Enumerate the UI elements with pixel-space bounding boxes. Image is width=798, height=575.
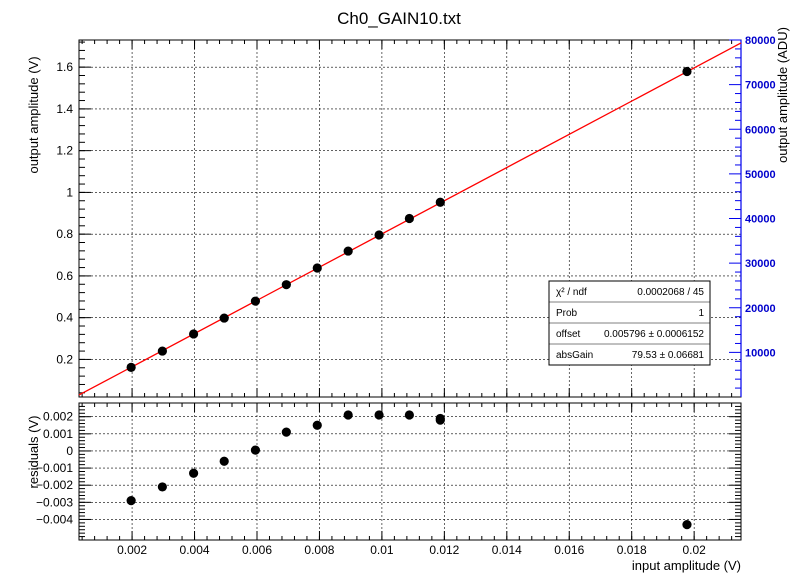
- x-tick-label: 0.014: [492, 543, 522, 557]
- x-tick-labels: 0.002 0.004 0.006 0.008 0.01 0.012 0.014 0.016 0…: [117, 543, 706, 557]
- residual-point: [404, 410, 414, 420]
- residual-point: [126, 496, 136, 506]
- residual-point: [157, 482, 167, 492]
- data-point: [404, 213, 414, 224]
- main-data-points: [126, 66, 692, 372]
- residual-point: [435, 415, 445, 425]
- y-tick-label: 1.2: [56, 144, 73, 158]
- residual-y-tick-label: 0.001: [43, 427, 73, 441]
- residuals-plot-frame: [78, 402, 742, 541]
- main-ticks: [79, 40, 733, 397]
- residual-point: [250, 445, 261, 455]
- right-tick-label: 50000: [745, 169, 776, 181]
- main-y-tick-labels: 0.2 0.4 0.6 0.8 1 1.2 1.4 1.6: [56, 60, 73, 366]
- data-point: [435, 197, 445, 207]
- residual-y-tick-label: 0: [66, 444, 73, 458]
- data-point: [281, 280, 291, 290]
- residuals-grid: [79, 403, 741, 540]
- right-tick-label: 80000: [745, 35, 776, 47]
- residual-y-tick-label: −0.004: [36, 512, 73, 526]
- right-axis: 10000 20000 30000 40000 50000 60000 70000 80000: [729, 35, 776, 389]
- data-point: [374, 230, 384, 240]
- x-tick-label: 0.02: [682, 543, 706, 557]
- residual-point: [312, 420, 322, 430]
- data-point: [682, 66, 692, 77]
- residual-point: [343, 410, 353, 420]
- residual-y-tick-label: 0.002: [43, 410, 73, 424]
- x-tick-label: 0.01: [370, 543, 394, 557]
- stats-chi2-label: χ² / ndf: [556, 287, 587, 298]
- residual-point: [189, 468, 199, 478]
- chart-title: Ch0_GAIN10.txt: [337, 9, 461, 28]
- stats-offset-value: 0.005796 ± 0.0006152: [604, 329, 704, 340]
- residuals-data-points: [126, 410, 692, 530]
- y-tick-label: 0.4: [56, 311, 73, 325]
- x-tick-label: 0.006: [242, 543, 272, 557]
- stats-offset-label: offset: [556, 329, 580, 340]
- data-point: [157, 346, 167, 356]
- residual-y-tick-label: −0.003: [36, 495, 73, 509]
- residuals-ticks: [79, 403, 741, 540]
- data-point: [189, 329, 199, 339]
- residual-point: [219, 456, 229, 466]
- data-point: [219, 313, 229, 323]
- x-tick-label: 0.008: [304, 543, 334, 557]
- residual-y-tick-label: −0.002: [36, 478, 73, 492]
- right-tick-label: 40000: [745, 214, 776, 226]
- y-tick-label: 0.6: [56, 269, 73, 283]
- stats-box: χ² / ndf 0.0002068 / 45 Prob 1 offset 0.…: [548, 280, 711, 366]
- y-tick-label: 1.6: [56, 60, 73, 74]
- y-tick-label: 1: [66, 185, 73, 199]
- right-tick-label: 30000: [745, 258, 776, 270]
- data-point: [250, 296, 261, 306]
- main-y-axis-label: output amplitude (V): [26, 56, 41, 173]
- right-tick-label: 20000: [745, 303, 776, 315]
- stats-prob-label: Prob: [556, 308, 578, 319]
- right-tick-label: 60000: [745, 124, 776, 136]
- residual-y-tick-label: −0.001: [36, 461, 73, 475]
- stats-absgain-value: 79.53 ± 0.06681: [632, 350, 705, 361]
- stats-prob-value: 1: [698, 308, 704, 319]
- residuals-y-axis-label: residuals (V): [26, 416, 41, 489]
- right-y-axis-label: output amplitude (ADU): [775, 27, 790, 163]
- stats-absgain-label: absGain: [556, 350, 593, 361]
- data-point: [312, 263, 322, 273]
- x-tick-label: 0.012: [429, 543, 459, 557]
- x-tick-label: 0.002: [117, 543, 147, 557]
- residual-point: [374, 410, 384, 420]
- y-tick-label: 1.4: [56, 102, 73, 116]
- data-point: [126, 362, 136, 372]
- residual-point: [281, 427, 291, 437]
- x-tick-label: 0.004: [180, 543, 210, 557]
- right-tick-label: 10000: [745, 347, 776, 359]
- residuals-y-tick-labels: −0.004 −0.003 −0.002 −0.001 0 0.001 0.002: [36, 410, 73, 527]
- x-tick-label: 0.016: [554, 543, 584, 557]
- right-tick-label: 70000: [745, 80, 776, 92]
- residual-point: [682, 519, 692, 530]
- y-tick-label: 0.8: [56, 227, 73, 241]
- x-tick-label: 0.018: [617, 543, 647, 557]
- stats-chi2-value: 0.0002068 / 45: [637, 287, 704, 298]
- y-tick-label: 0.2: [56, 352, 73, 366]
- x-axis-label: input amplitude (V): [632, 558, 741, 573]
- data-point: [343, 246, 353, 256]
